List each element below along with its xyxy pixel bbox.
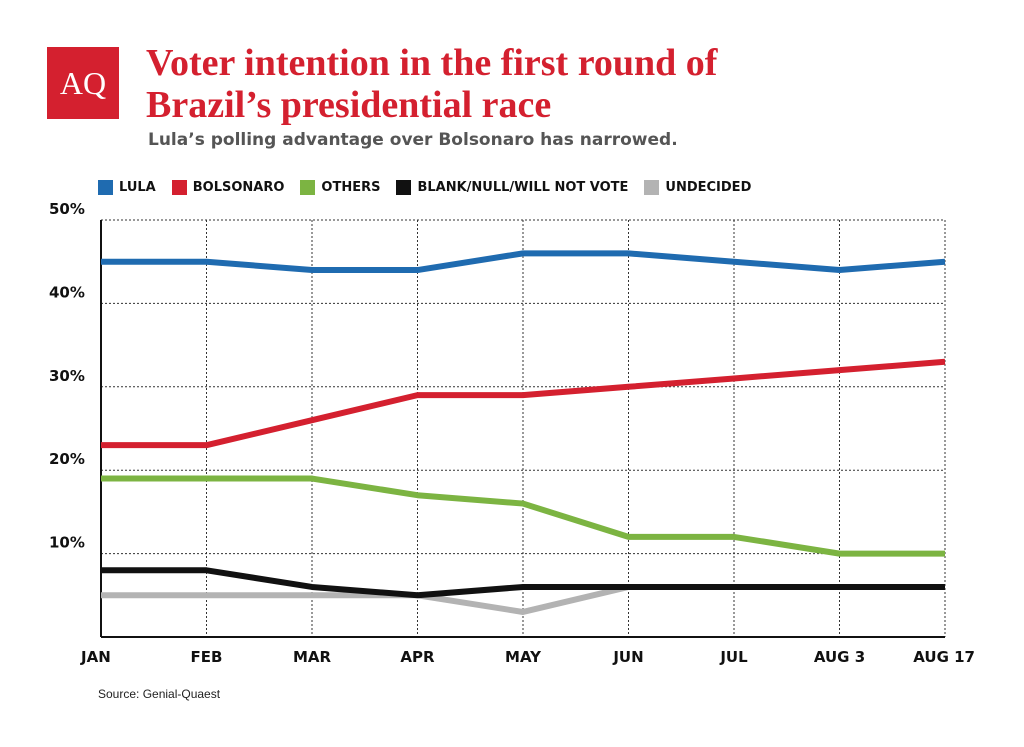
y-tick-label: 20% [49,450,85,468]
legend-label: BOLSONARO [192,179,285,195]
x-tick-label: APR [400,648,435,666]
x-tick-label: FEB [191,648,223,666]
legend-swatch [644,179,660,195]
legend-label: BLANK/NULL/WILL NOT VOTE [417,179,629,195]
x-tick-label: MAR [293,648,332,666]
legend-item: BOLSONARO [171,179,285,195]
legend-swatch [396,179,412,195]
chart-legend: LULA BOLSONARO OTHERS BLANK/NULL/WILL NOT V… [98,177,751,197]
aq-logo: AQ [47,47,119,119]
chart-title: Voter intention in the first round of Br… [146,42,746,126]
source-note: Source: Genial-Quaest [98,687,221,701]
x-tick-label: MAY [505,648,542,666]
y-tick-label: 40% [49,283,85,301]
y-tick-label: 30% [49,367,85,385]
y-tick-label: 50% [49,200,85,218]
chart-subtitle: Lula’s polling advantage over Bolsonaro … [148,130,678,150]
chart-title-text: Voter intention in the first round of Br… [146,42,718,126]
legend-item: LULA [98,179,156,195]
legend-label: OTHERS [321,179,381,195]
legend-item: BLANK/NULL/WILL NOT VOTE [396,179,629,195]
legend-swatch [98,179,113,195]
legend-swatch [300,179,316,195]
x-tick-label: JAN [80,648,111,666]
x-tick-label: AUG 3 [814,648,865,666]
legend-swatch [171,179,187,195]
legend-item: UNDECIDED [644,179,752,195]
x-tick-label: AUG 17 [913,648,975,666]
y-tick-label: 10% [49,534,85,552]
legend-item: OTHERS [300,179,381,195]
x-tick-label: JUL [719,648,748,666]
legend-label: UNDECIDED [665,179,752,195]
series-line-blank-null-will-not-vote [101,567,945,599]
legend-label: LULA [119,179,156,195]
logo-text: AQ [59,65,107,101]
x-tick-label: JUN [612,648,643,666]
